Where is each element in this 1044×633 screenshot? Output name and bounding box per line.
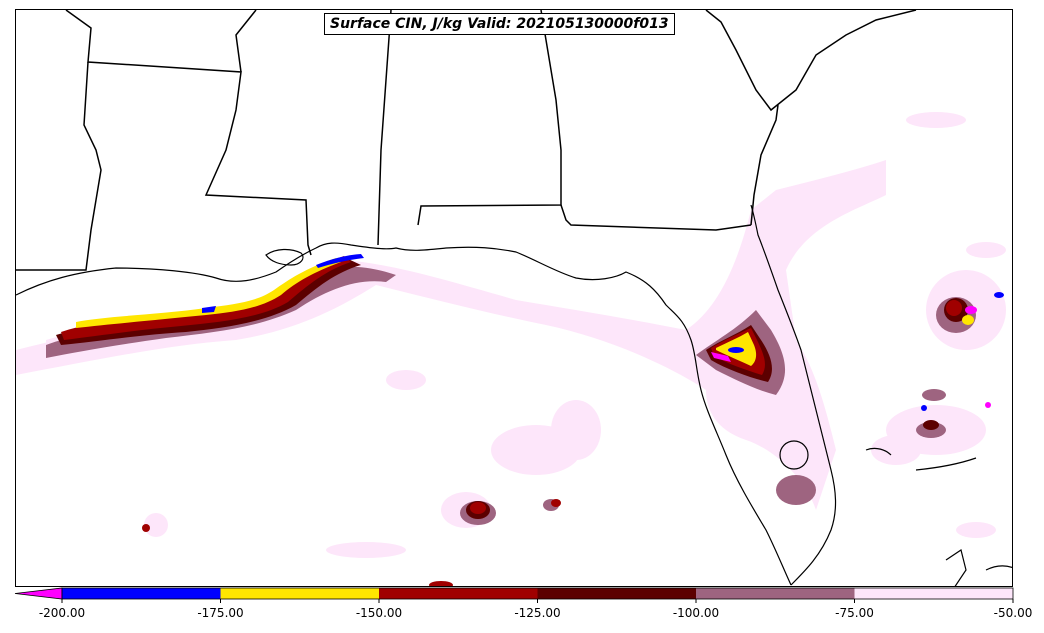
colorbar-bin-2 bbox=[379, 588, 538, 599]
colorbar-tick-label: -125.00 bbox=[514, 606, 560, 620]
cin-magenta-band bbox=[711, 306, 991, 408]
cin-blue-band bbox=[202, 254, 1004, 411]
state-borders bbox=[16, 10, 917, 271]
colorbar-tick-label: -200.00 bbox=[39, 606, 85, 620]
map-panel bbox=[15, 9, 1013, 587]
colorbar-tick-label: -75.00 bbox=[835, 606, 874, 620]
map-title: Surface CIN, J/kg Valid: 202105130000f01… bbox=[324, 13, 675, 35]
coastline bbox=[16, 204, 1012, 586]
colorbar-bin-0 bbox=[62, 588, 221, 599]
colorbar-tick-label: -175.00 bbox=[197, 606, 243, 620]
colorbar-bin-5 bbox=[854, 588, 1013, 599]
colorbar-tick-label: -100.00 bbox=[673, 606, 719, 620]
cin-dark-red-band bbox=[56, 258, 968, 519]
colorbar-tick-label: -150.00 bbox=[356, 606, 402, 620]
colorbar-bin-3 bbox=[537, 588, 696, 599]
colorbar-bin-1 bbox=[220, 588, 379, 599]
colorbar-extend-triangle bbox=[14, 587, 63, 600]
colorbar: -200.00 -175.00 -150.00 -125.00 -100.00 -75.0… bbox=[14, 587, 1033, 620]
cin-map bbox=[16, 10, 1012, 586]
colorbar-bin-4 bbox=[696, 588, 855, 599]
colorbar-tick-label: -50.00 bbox=[994, 606, 1033, 620]
